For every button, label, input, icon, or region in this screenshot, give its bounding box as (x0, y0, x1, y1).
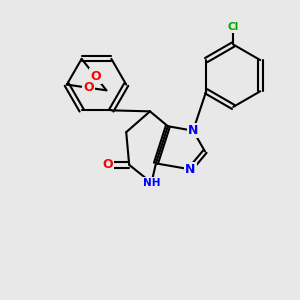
Text: Cl: Cl (228, 22, 239, 32)
Text: N: N (185, 163, 195, 176)
Text: O: O (90, 70, 101, 83)
Text: N: N (188, 124, 198, 137)
Text: O: O (103, 158, 113, 171)
Text: O: O (83, 81, 94, 94)
Text: NH: NH (143, 178, 160, 188)
